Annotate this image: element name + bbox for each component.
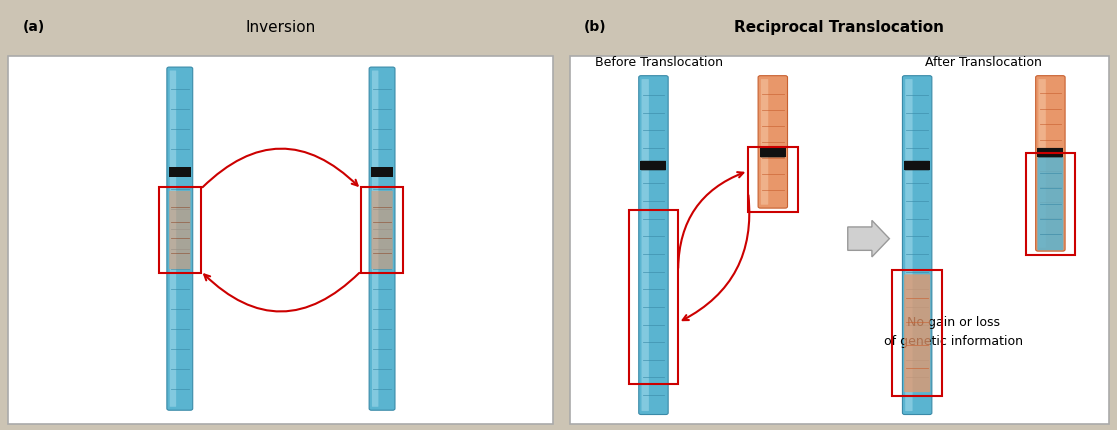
FancyBboxPatch shape <box>372 71 379 407</box>
FancyBboxPatch shape <box>761 79 768 205</box>
FancyBboxPatch shape <box>758 76 787 208</box>
Text: (a): (a) <box>22 20 45 34</box>
Text: (b): (b) <box>584 20 607 34</box>
Polygon shape <box>1038 148 1063 157</box>
Polygon shape <box>371 167 393 177</box>
Bar <box>892 270 942 396</box>
Text: After Translocation: After Translocation <box>925 56 1042 69</box>
FancyBboxPatch shape <box>371 191 393 269</box>
FancyBboxPatch shape <box>169 191 191 269</box>
FancyBboxPatch shape <box>904 274 930 392</box>
FancyBboxPatch shape <box>369 67 395 410</box>
Bar <box>748 147 798 212</box>
FancyBboxPatch shape <box>170 71 176 407</box>
Text: No gain or loss
of genetic information: No gain or loss of genetic information <box>884 316 1023 348</box>
Bar <box>640 161 667 170</box>
Bar <box>0 0 562 52</box>
Bar <box>562 0 1117 52</box>
Bar <box>159 187 201 273</box>
FancyBboxPatch shape <box>903 76 932 415</box>
FancyBboxPatch shape <box>1035 76 1066 251</box>
Polygon shape <box>848 220 889 257</box>
Bar <box>760 148 786 157</box>
Bar <box>570 56 1109 424</box>
Text: Before Translocation: Before Translocation <box>595 56 723 69</box>
FancyBboxPatch shape <box>1039 79 1046 248</box>
Bar <box>169 167 191 177</box>
FancyBboxPatch shape <box>641 79 649 411</box>
FancyBboxPatch shape <box>166 67 193 410</box>
Bar <box>1038 148 1063 157</box>
Bar <box>904 161 930 170</box>
Bar <box>1025 153 1075 255</box>
FancyBboxPatch shape <box>1038 157 1063 250</box>
Polygon shape <box>169 167 191 177</box>
Bar <box>361 187 403 273</box>
Text: Inversion: Inversion <box>246 20 316 34</box>
Polygon shape <box>905 161 929 170</box>
Polygon shape <box>641 161 666 170</box>
FancyBboxPatch shape <box>639 76 668 415</box>
Bar <box>9 56 553 424</box>
Bar <box>371 167 393 177</box>
FancyBboxPatch shape <box>905 79 913 411</box>
Bar <box>629 210 678 384</box>
Text: Reciprocal Translocation: Reciprocal Translocation <box>734 20 945 34</box>
Polygon shape <box>761 148 785 157</box>
